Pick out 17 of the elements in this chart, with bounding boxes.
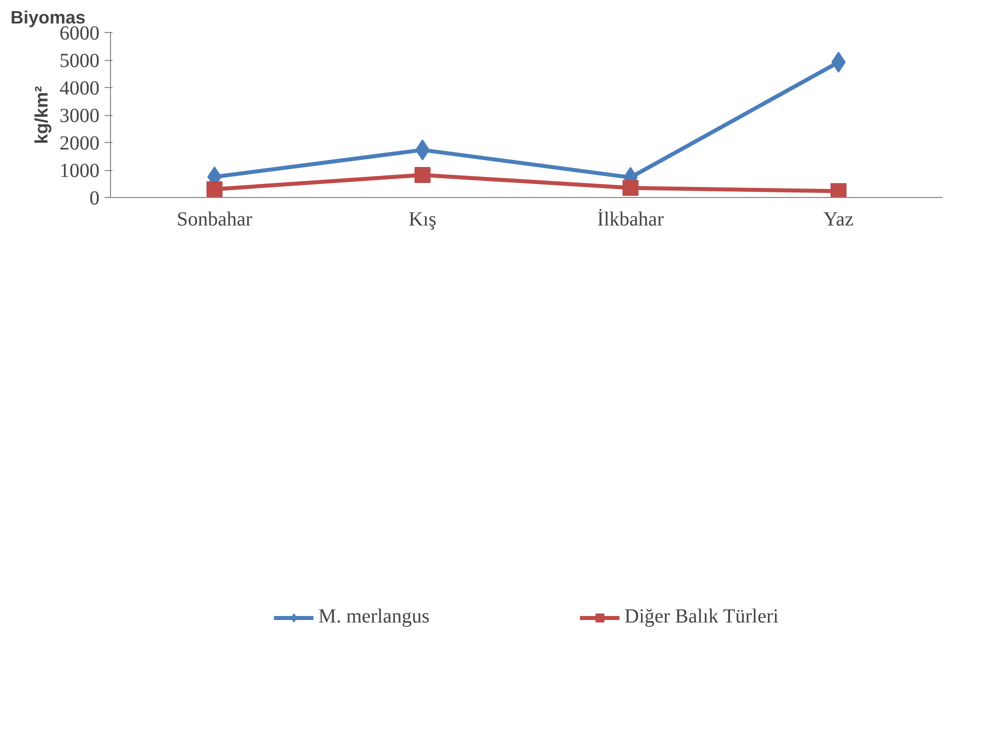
y-tick-label: 0 xyxy=(90,188,100,210)
point xyxy=(830,183,846,198)
y-tick-label: 1000 xyxy=(60,160,100,182)
y-axis-title: kg/km² xyxy=(32,86,52,144)
point xyxy=(622,180,638,196)
x-tick-label: İlkbahar xyxy=(597,208,664,230)
legend-label: Diğer Balık Türleri xyxy=(624,606,779,629)
y-tick-label: 3000 xyxy=(60,105,100,127)
y-tick-label: 5000 xyxy=(60,50,100,72)
point xyxy=(206,181,222,198)
x-tick-label: Kış xyxy=(408,208,437,230)
legend-label: M. merlangus xyxy=(318,606,430,629)
x-tick-label: Sonbahar xyxy=(176,208,253,230)
x-tick-label: Yaz xyxy=(823,208,854,230)
y-tick-label: 4000 xyxy=(60,78,100,100)
point xyxy=(414,166,430,183)
y-tick-label: 2000 xyxy=(60,132,100,154)
